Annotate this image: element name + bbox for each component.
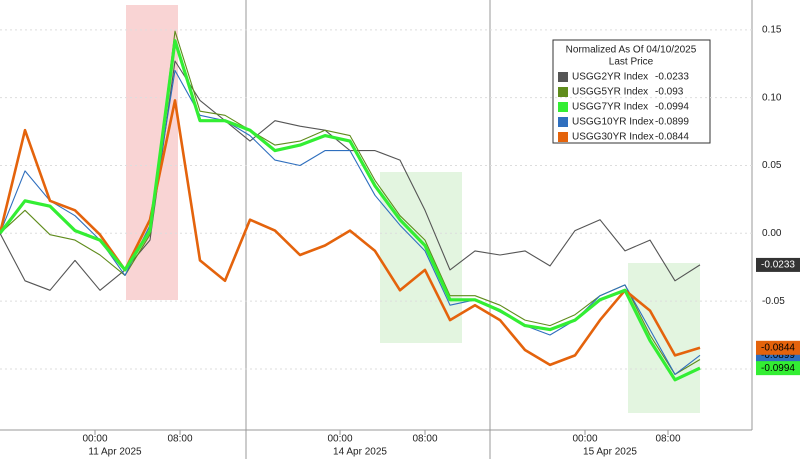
x-tick-label: 00:00 — [572, 434, 597, 445]
price-tag-label: -0.0233 — [761, 260, 795, 271]
x-tick-label: 00:00 — [327, 434, 352, 445]
y-tick-label: 0.00 — [762, 228, 782, 239]
x-tick-label: 08:00 — [167, 434, 192, 445]
date-label: 11 Apr 2025 — [88, 447, 142, 458]
legend-value: -0.0233 — [655, 72, 689, 83]
legend-value: -0.0844 — [655, 132, 689, 143]
x-tick-label: 08:00 — [412, 434, 437, 445]
legend-value: -0.093 — [655, 87, 684, 98]
date-label: 15 Apr 2025 — [583, 447, 637, 458]
legend-label: USGG2YR Index — [572, 72, 648, 83]
series-line — [0, 30, 701, 375]
legend-label: USGG10YR Index — [572, 117, 654, 128]
legend-value: -0.0994 — [655, 102, 689, 113]
legend-label: USGG30YR Index — [572, 132, 654, 143]
legend: Normalized As Of 04/10/2025 Last Price U… — [552, 39, 711, 144]
price-tag-label: -0.0844 — [761, 342, 795, 353]
price-tag-label: -0.0899 — [761, 350, 795, 361]
legend-label: USGG5YR Index — [572, 87, 648, 98]
x-tick-label: 00:00 — [82, 434, 107, 445]
legend-label: USGG7YR Index — [572, 102, 648, 113]
price-tag — [756, 340, 800, 355]
x-tick-label: 08:00 — [655, 434, 680, 445]
price-tag — [756, 361, 800, 376]
y-tick-label: -0.05 — [762, 296, 785, 307]
legend-swatch — [558, 132, 568, 142]
legend-swatch — [558, 102, 568, 112]
legend-title: Normalized As Of 04/10/2025 — [566, 45, 697, 56]
price-tag — [756, 257, 800, 272]
y-tick-label: 0.15 — [762, 24, 782, 35]
legend-box — [552, 39, 711, 144]
legend-swatch — [558, 72, 568, 82]
legend-swatch — [558, 117, 568, 127]
y-tick-label: 0.05 — [762, 160, 782, 171]
legend-value: -0.0899 — [655, 117, 689, 128]
legend-swatch — [558, 87, 568, 97]
date-label: 14 Apr 2025 — [333, 447, 387, 458]
y-tick-label: 0.10 — [762, 92, 782, 103]
price-tag-label: -0.0994 — [761, 363, 795, 374]
series-line — [0, 39, 701, 382]
legend-subtitle: Last Price — [609, 57, 654, 68]
